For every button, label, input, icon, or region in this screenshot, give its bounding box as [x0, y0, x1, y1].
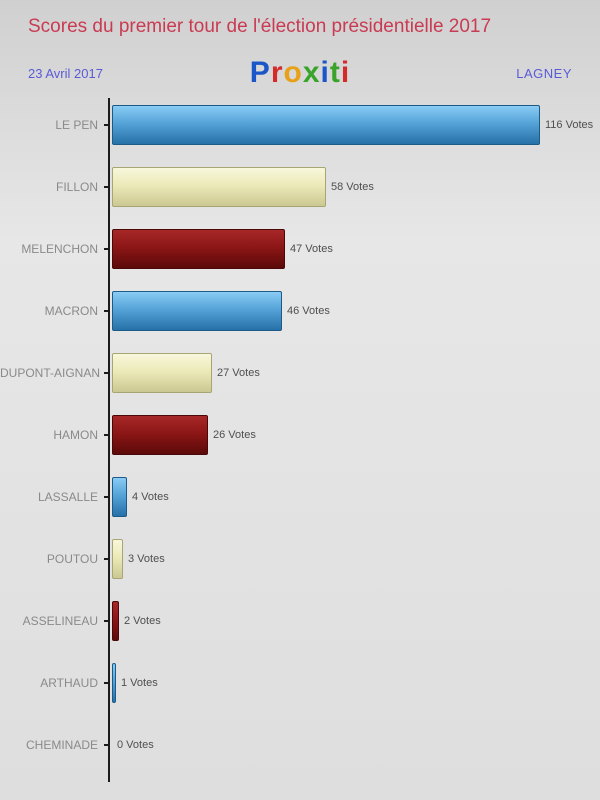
bar — [112, 291, 282, 331]
location-label: LAGNEY — [516, 65, 572, 81]
axis-tick — [100, 186, 110, 188]
chart-row: DUPONT-AIGNAN 27 Votes — [0, 342, 600, 404]
value-label: 0 Votes — [117, 739, 154, 751]
chart-row: CHEMINADE 0 Votes — [0, 714, 600, 776]
chart-row: HAMON 26 Votes — [0, 404, 600, 466]
chart-row: FILLON 58 Votes — [0, 156, 600, 218]
value-label: 3 Votes — [128, 553, 165, 565]
bar-zone: 26 Votes — [110, 415, 600, 455]
bar-chart: LE PEN 116 Votes FILLON 58 Votes MELENCHON 47… — [0, 94, 600, 790]
bar — [112, 105, 540, 145]
axis-tick — [100, 310, 110, 312]
logo-letter: t — [329, 56, 341, 89]
bar — [112, 167, 326, 207]
category-label: LASSALLE — [37, 490, 98, 504]
bar — [112, 229, 285, 269]
chart-row: ARTHAUD 1 Votes — [0, 652, 600, 714]
chart-row: MACRON 46 Votes — [0, 280, 600, 342]
category-label: DUPONT-AIGNAN — [0, 366, 101, 380]
category-label: CHEMINADE — [25, 738, 98, 752]
date-label: 23 Avril 2017 — [28, 65, 103, 81]
chart-row: ASSELINEAU 2 Votes — [0, 590, 600, 652]
bar-zone: 116 Votes — [110, 105, 600, 145]
category-label: LE PEN — [55, 118, 98, 132]
value-label: 46 Votes — [287, 305, 330, 317]
value-label: 2 Votes — [124, 615, 161, 627]
bar — [112, 601, 119, 641]
value-label: 47 Votes — [290, 243, 333, 255]
logo-letter: r — [270, 56, 284, 89]
category-label: MACRON — [44, 304, 98, 318]
logo-letter: P — [249, 56, 271, 89]
y-axis-line — [108, 98, 110, 782]
bar-zone: 46 Votes — [110, 291, 600, 331]
logo-letter: i — [320, 56, 330, 89]
bar-zone: 4 Votes — [110, 477, 600, 517]
value-label: 26 Votes — [213, 429, 256, 441]
bar — [112, 663, 116, 703]
value-label: 116 Votes — [545, 119, 594, 131]
chart-row: LASSALLE 4 Votes — [0, 466, 600, 528]
value-label: 27 Votes — [217, 367, 260, 379]
category-label: HAMON — [53, 428, 98, 442]
axis-tick — [100, 248, 110, 250]
category-label: POUTOU — [46, 552, 98, 566]
logo-letter: x — [302, 56, 321, 89]
logo-letter: i — [340, 56, 351, 89]
axis-tick — [100, 558, 110, 560]
axis-tick — [100, 682, 110, 684]
bar-zone: 0 Votes — [110, 725, 600, 765]
category-label: ARTHAUD — [40, 676, 98, 690]
bar — [112, 353, 212, 393]
bar — [112, 477, 127, 517]
chart-row: MELENCHON 47 Votes — [0, 218, 600, 280]
chart-row: POUTOU 3 Votes — [0, 528, 600, 590]
category-label: ASSELINEAU — [22, 614, 98, 628]
bar-zone: 47 Votes — [110, 229, 600, 269]
axis-tick — [100, 124, 110, 126]
logo-letter: o — [283, 56, 303, 89]
axis-tick — [100, 496, 110, 498]
category-label: FILLON — [55, 180, 98, 194]
page-title: Scores du premier tour de l'élection pré… — [28, 16, 492, 37]
bar-zone: 27 Votes — [110, 353, 600, 393]
value-label: 58 Votes — [331, 181, 374, 193]
chart-row: LE PEN 116 Votes — [0, 94, 600, 156]
bar — [112, 415, 208, 455]
bar-zone: 58 Votes — [110, 167, 600, 207]
sub-header: 23 Avril 2017 Proxiti LAGNEY — [0, 38, 600, 90]
value-label: 1 Votes — [121, 677, 158, 689]
category-label: MELENCHON — [21, 242, 98, 256]
axis-tick — [100, 434, 110, 436]
axis-tick — [100, 620, 110, 622]
bar — [112, 539, 123, 579]
proxiti-logo: Proxiti — [198, 56, 402, 90]
axis-tick — [100, 744, 110, 746]
axis-tick — [100, 372, 110, 374]
bar-zone: 2 Votes — [110, 601, 600, 641]
bar-zone: 1 Votes — [110, 663, 600, 703]
bar-zone: 3 Votes — [110, 539, 600, 579]
value-label: 4 Votes — [132, 491, 169, 503]
